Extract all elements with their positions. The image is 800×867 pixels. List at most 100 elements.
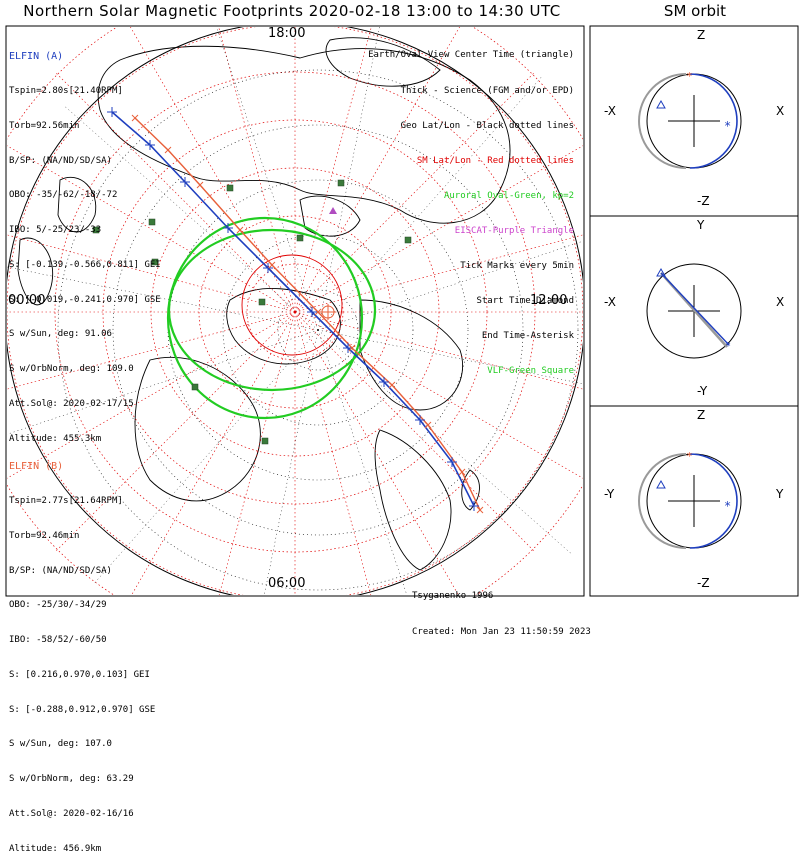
elfin-a-orbit	[689, 73, 738, 169]
elfin-b-line-8: S w/OrbNorm, deg: 63.29	[9, 774, 134, 785]
panel3-left-label: -Y	[604, 487, 615, 501]
vlf-station-square	[337, 179, 345, 187]
legend-item-7: Start Time-Diamond	[476, 296, 574, 307]
sm-meridian	[7, 311, 296, 479]
sm-meridian	[294, 311, 372, 595]
elfin-b-line-3: OBO: -25/30/-34/29	[9, 600, 107, 611]
vlf-station-square	[226, 184, 234, 192]
elfin-b-line-7: S w/Sun, deg: 107.0	[9, 739, 112, 750]
geo-meridian	[216, 27, 319, 331]
orbit-b-asterisk: *	[686, 450, 693, 463]
orbit-start-triangle	[656, 267, 666, 277]
geo-meridian	[317, 75, 544, 331]
panel2-right-label: X	[776, 295, 785, 309]
elfin-a-line-7: S w/Sun, deg: 91.06	[9, 329, 112, 340]
mlt-label-top: 18:00	[268, 26, 306, 41]
legend-item-3: SM Lat/Lon - Red dotted lines	[416, 155, 574, 166]
sm-meridian	[7, 234, 296, 313]
vlf-station-square	[404, 236, 412, 244]
legend-item-1: Thick - Science (FGM and/or EPD)	[400, 85, 574, 96]
orbit-start-triangle	[656, 99, 666, 109]
elfin-b-line-2: B/SP: (NA/ND/SD/SA)	[9, 565, 112, 576]
sm-meridian	[130, 27, 296, 313]
credit-created: Created: Mon Jan 23 11:50:59 2023	[412, 627, 591, 637]
sm-meridian	[131, 311, 296, 595]
orbit-start-triangle	[656, 479, 666, 489]
elfin-b-tick	[348, 344, 356, 352]
elfin-b-line-0: Tspin=2.77s[21.64RPM]	[9, 495, 123, 506]
elfin-b-tick	[424, 421, 432, 429]
legend-item-4: Auroral Oval-Green, kp=2	[443, 190, 574, 201]
elfin-b-tick	[196, 181, 204, 189]
elfin-a-line-8: S w/OrbNorm, deg: 109.0	[9, 364, 134, 375]
panel3-bottom-label: -Z	[697, 576, 710, 590]
sm-meridian	[54, 311, 296, 553]
geo-lat-circle	[167, 179, 469, 481]
elfin-b-line-1: Torb=92.46min	[9, 530, 80, 541]
elfin-b-line-10: Altitude: 456.9km	[9, 843, 102, 854]
geo-meridian	[317, 329, 573, 556]
eiscat-triangle	[329, 207, 337, 214]
geo-meridian	[317, 329, 408, 595]
elfin-b-tick	[314, 308, 322, 316]
elfin-a-line-1: Torb=92.56min	[9, 120, 80, 131]
elfin-a-line-0: Tspin=2.80s[21.40RPM]	[9, 85, 123, 96]
panel1-left-label: -X	[604, 104, 616, 118]
geo-lat-circle	[222, 234, 414, 426]
credit: Tsyganenko-1996 Created: Mon Jan 23 11:5…	[412, 566, 591, 650]
sm-meridian	[294, 311, 459, 595]
legend-item-8: End Time-Asterisk	[481, 331, 574, 342]
sm-meridian	[294, 311, 536, 553]
elfin-b-info: ELFIN (B) Tspin=2.77s[21.64RPM] Torb=92.…	[9, 438, 155, 867]
elfin-b-orbit	[638, 73, 687, 169]
geo-meridian	[63, 104, 319, 331]
map-frame	[5, 25, 585, 597]
sm-meridian	[7, 311, 296, 390]
sm-meridian	[294, 27, 372, 313]
panel1-bottom-label: -Z	[697, 194, 710, 208]
legend-item-2: Geo Lat/Lon - Black dotted lines	[400, 120, 574, 131]
orbit-end-asterisk: *	[725, 341, 731, 352]
footprint-map: * * * * *	[5, 25, 799, 597]
geo-meridian	[7, 266, 319, 331]
elfin-b-tick	[458, 468, 466, 476]
vlf-station-square	[296, 234, 304, 242]
vlf-station-square	[92, 226, 100, 234]
mlt-label-right: 12:00	[530, 293, 568, 308]
legend-item-9: VLF-Green Square	[487, 366, 574, 377]
panel1-right-label: X	[776, 104, 785, 118]
elfin-b-orbit	[638, 453, 687, 549]
elfin-b-tick	[268, 261, 276, 269]
elfin-b-name: ELFIN (B)	[9, 461, 64, 473]
legend-item-5: EISCAT-Purple Triangle	[454, 225, 574, 236]
geo-meridian	[7, 329, 319, 435]
geo-meridian	[92, 329, 319, 585]
elfin-a-orbit	[689, 453, 738, 549]
sm-meridian	[294, 27, 460, 313]
elfin-a-line-9: Att.Sol@: 2020-02-17/15	[9, 399, 134, 409]
sm-orbit-title: SM orbit	[663, 2, 727, 20]
elfin-b-tick	[164, 146, 172, 154]
elfin-b-line-5: S: [0.216,0.970,0.103] GEI	[9, 669, 150, 680]
geo-lat-circle	[112, 124, 524, 536]
elfin-a-line-6: S: [-0.019,-0.241,0.970] GSE	[9, 294, 161, 305]
sm-meridian	[294, 311, 583, 390]
geo-lat-circle	[57, 69, 579, 591]
elfin-b-line-4: IBO: -58/52/-60/50	[9, 635, 107, 646]
sm-meridian	[218, 27, 296, 313]
panel2-left-label: -X	[604, 295, 616, 309]
orbit-b-asterisk: *	[686, 70, 693, 83]
auroral-oval-outer	[166, 216, 364, 420]
elfin-a-line-5: S: [-0.139,-0.566,0.811] GEI	[9, 259, 161, 270]
vlf-station-square	[258, 298, 266, 306]
mlt-label-left: 00:00	[8, 293, 46, 308]
sm-meridian	[218, 311, 296, 595]
legend-item-6: Tick Marks every 5min	[460, 261, 574, 272]
vlf-station-square	[191, 383, 199, 391]
elfin-a-line-2: B/SP: (NA/ND/SD/SA)	[9, 155, 112, 166]
elfin-b-tick	[236, 226, 244, 234]
elfin-a-info: ELFIN (A) Tspin=2.80s[21.40RPM] Torb=92.…	[9, 28, 161, 457]
geo-meridian	[317, 240, 583, 331]
panel1-top-label: Z	[697, 28, 706, 42]
sm-meridian	[294, 71, 536, 313]
